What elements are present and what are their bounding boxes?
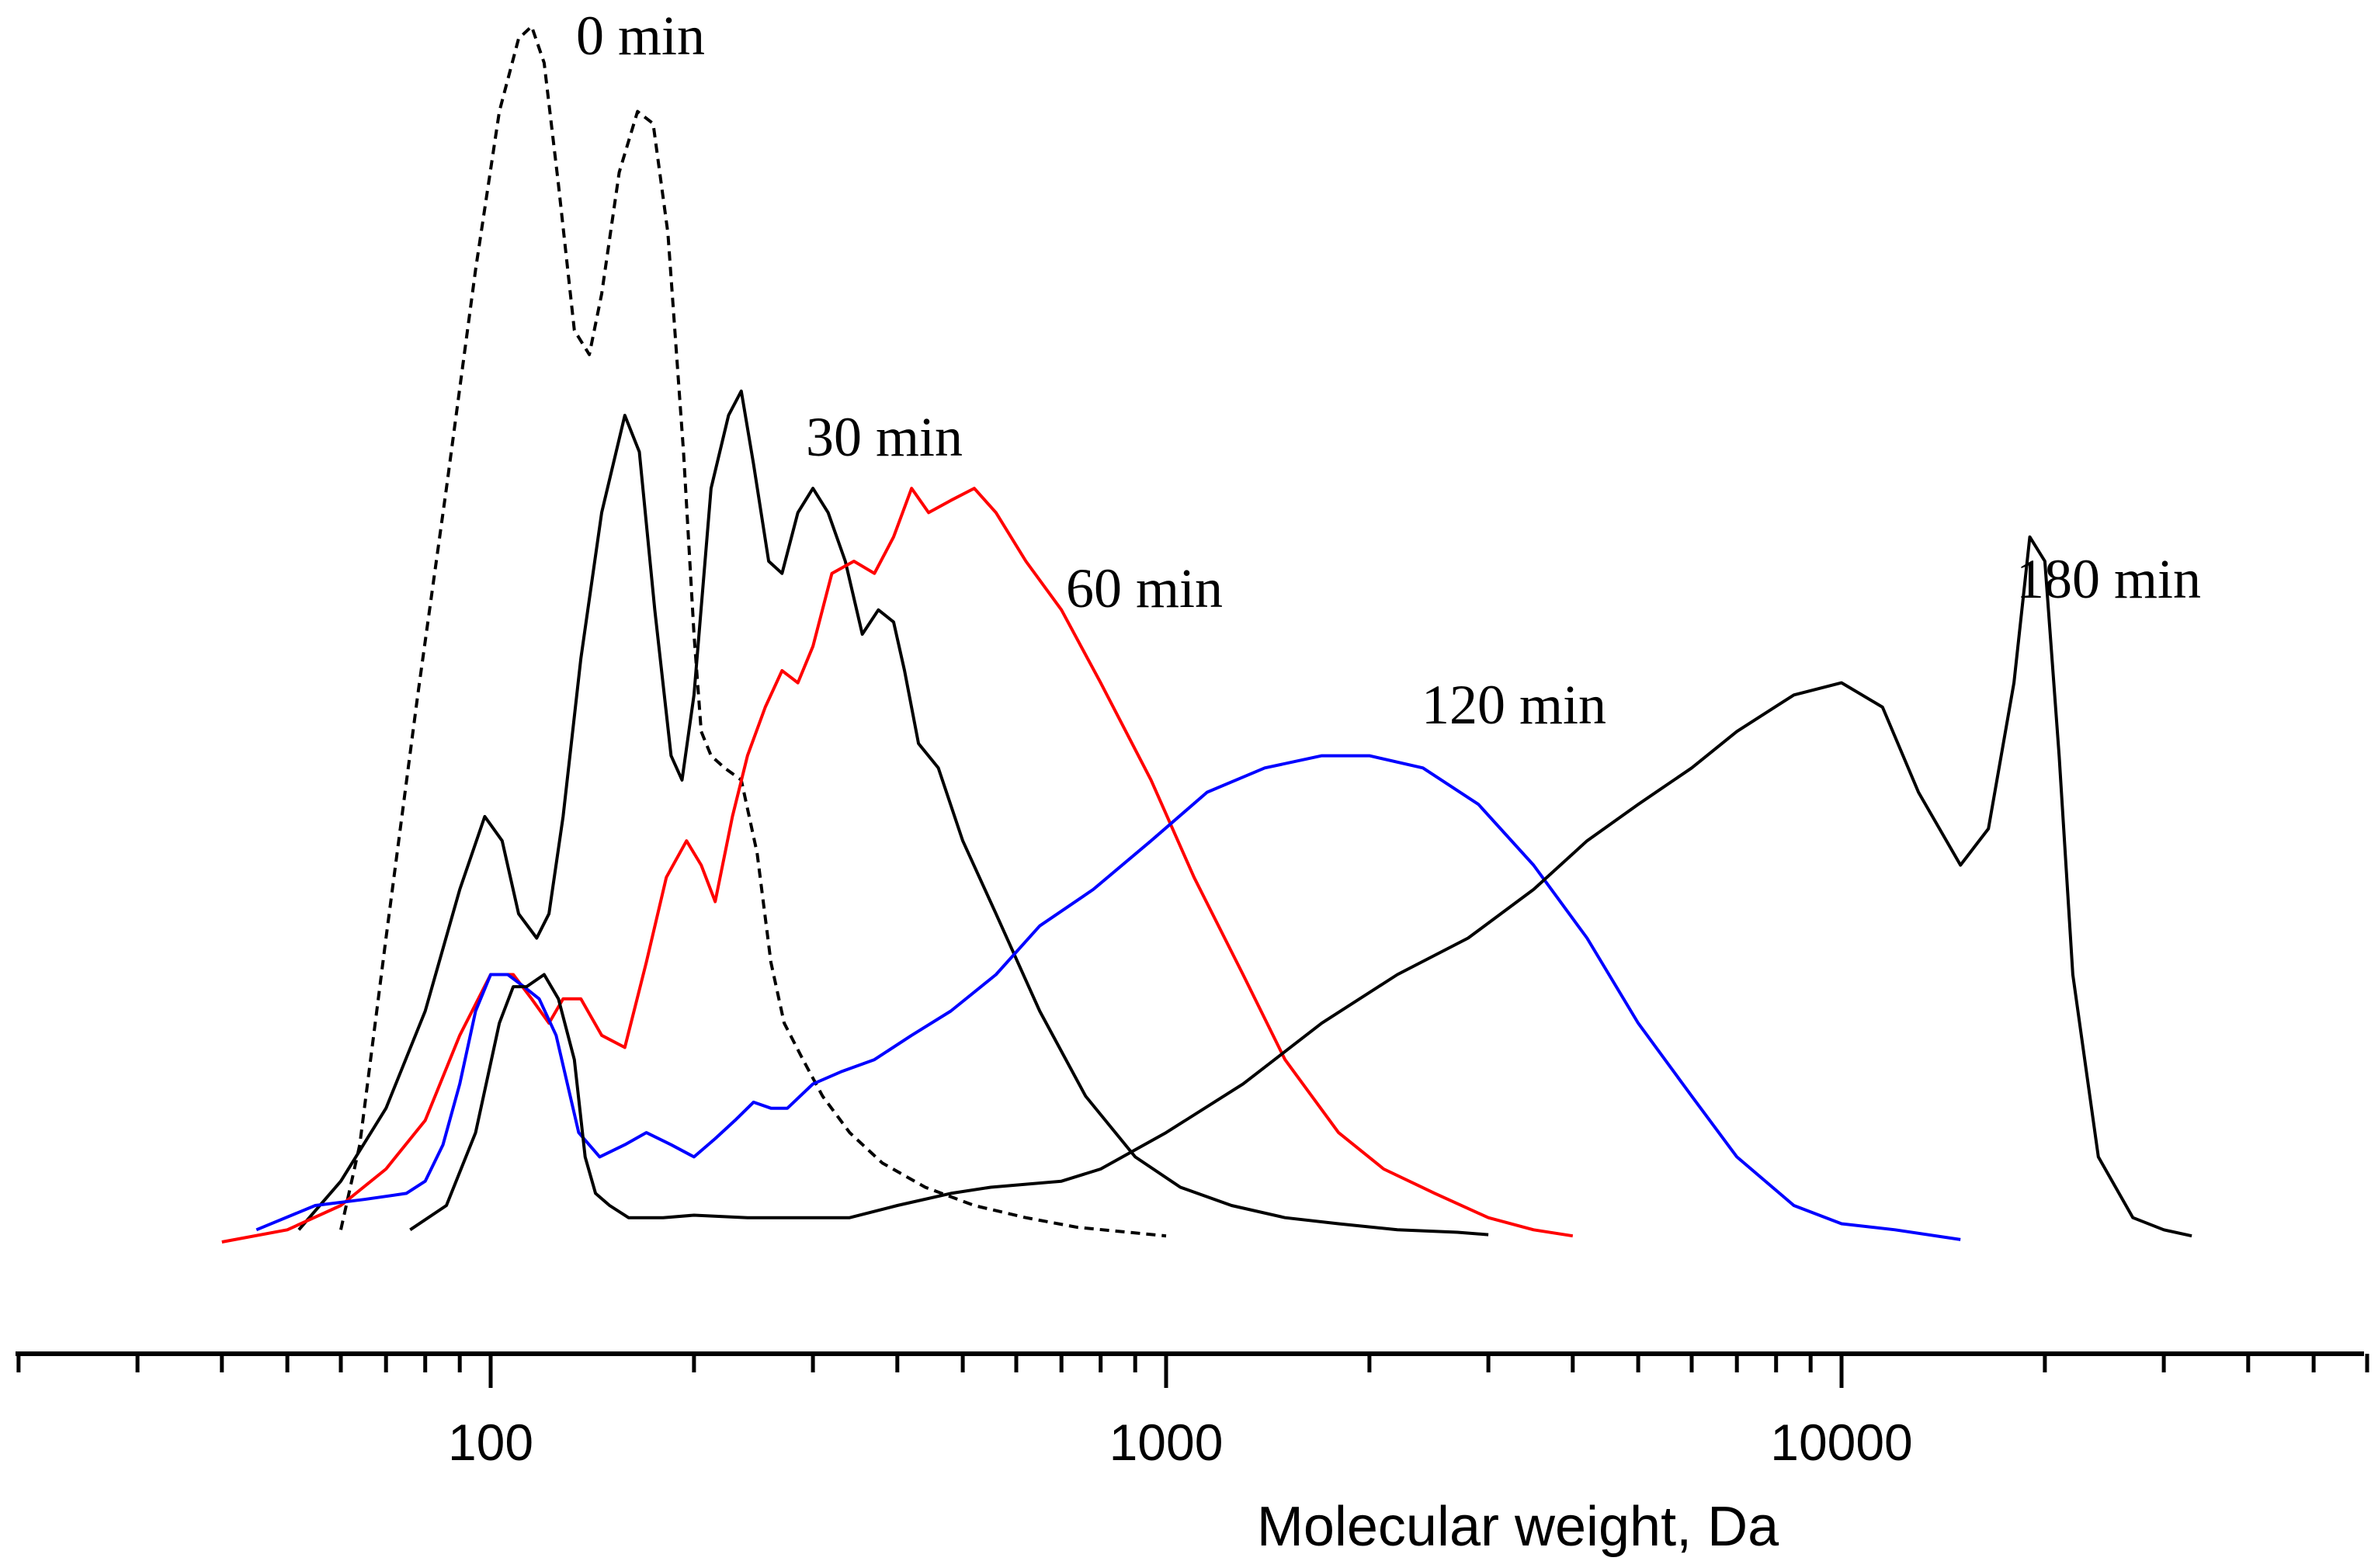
label-180-min: 180 min [2016,548,2201,610]
series-labels: 0 min 30 min 60 min 120 min 180 min [576,5,2201,736]
series-layer [221,25,2192,1244]
x-axis-title: Molecular weight, Da [1257,1496,1779,1558]
series-line-30-min [297,389,1489,1237]
label-0-min: 0 min [576,5,705,67]
series-line-60-min [221,487,1574,1244]
x-tick-label: 100 [448,1414,533,1471]
x-tick-label: 1000 [1109,1414,1224,1471]
x-ticks: 100 1000 10000 [16,1354,2369,1471]
series-line-0-min [339,25,1167,1238]
series-line-120-min [255,754,1961,1241]
label-120-min: 120 min [1422,674,1606,736]
label-30-min: 30 min [806,406,963,468]
label-60-min: 60 min [1066,557,1223,619]
x-tick-label: 10000 [1770,1414,1913,1471]
series-line-180-min [409,535,2192,1238]
